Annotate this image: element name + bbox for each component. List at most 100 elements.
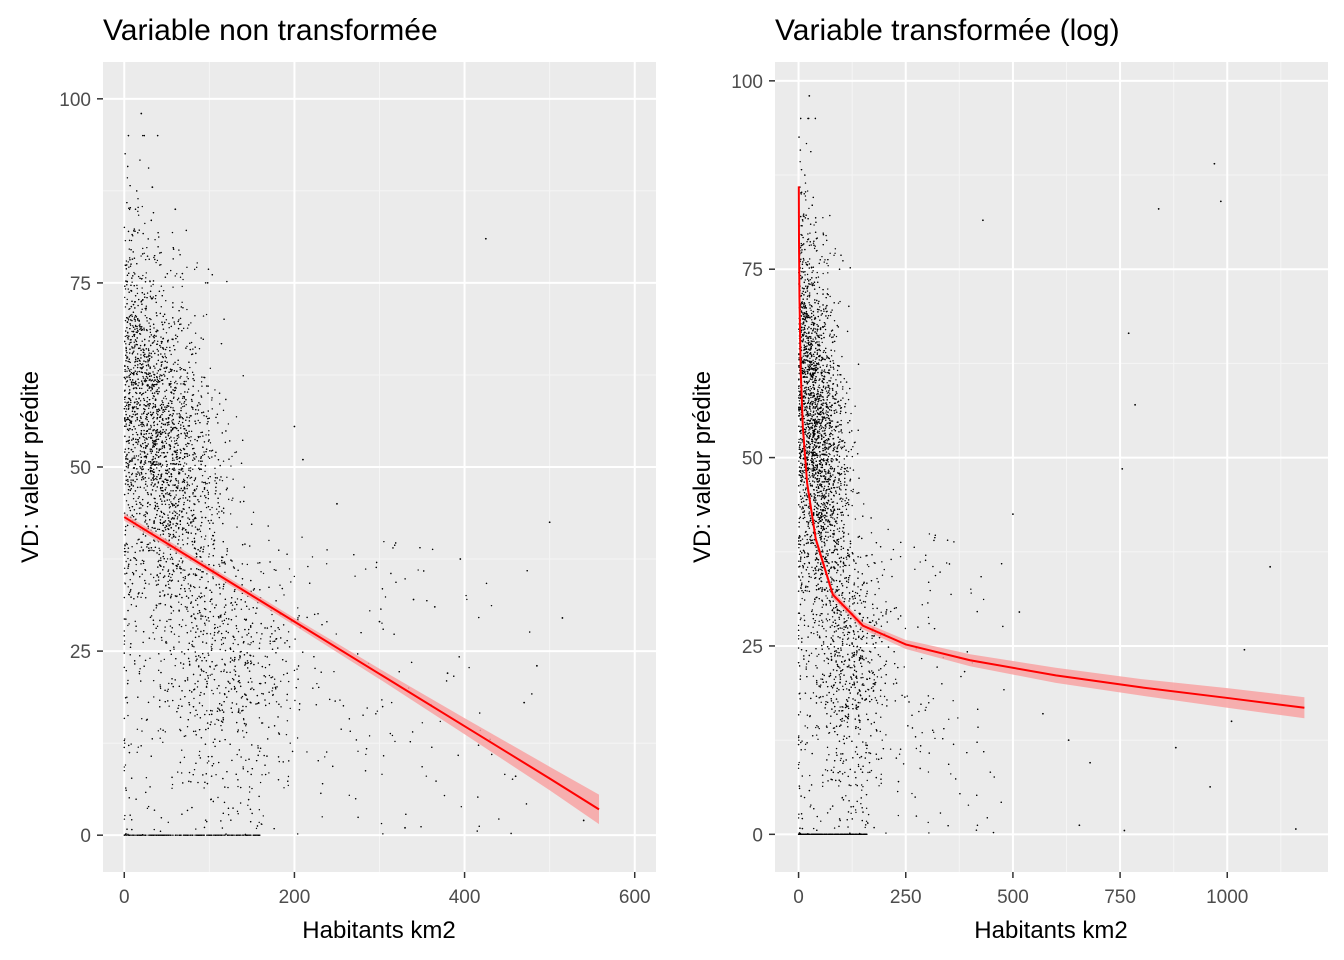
scatter-point [168, 410, 170, 413]
scatter-point [171, 517, 174, 519]
scatter-point [348, 794, 351, 797]
scatter-point [240, 608, 243, 611]
scatter-point [186, 809, 189, 812]
scatter-point [165, 585, 167, 587]
scatter-point [157, 350, 160, 352]
scatter-point [191, 640, 194, 642]
scatter-point [173, 504, 176, 506]
scatter-point [143, 587, 146, 589]
scatter-point [143, 354, 145, 357]
scatter-point [170, 269, 172, 272]
scatter-point [141, 371, 144, 374]
scatter-point [125, 833, 127, 835]
scatter-point [277, 627, 279, 629]
scatter-point [128, 461, 131, 463]
scatter-point [186, 606, 188, 609]
scatter-point [139, 465, 141, 468]
scatter-point [175, 439, 178, 442]
scatter-point [178, 610, 180, 612]
scatter-point [148, 550, 150, 552]
scatter-point [171, 402, 173, 405]
scatter-point [133, 457, 135, 459]
scatter-point [131, 330, 133, 333]
scatter-point [162, 512, 165, 515]
scatter-point [321, 624, 323, 626]
scatter-point [131, 457, 133, 459]
scatter-point [156, 486, 158, 488]
scatter-point [478, 616, 480, 619]
scatter-point [223, 613, 226, 615]
scatter-point [151, 392, 154, 395]
scatter-point [146, 255, 149, 257]
scatter-point [364, 568, 367, 570]
scatter-point [234, 656, 236, 659]
scatter-point [124, 285, 126, 287]
scatter-point [195, 655, 197, 658]
scatter-point [159, 378, 161, 380]
scatter-point [127, 360, 129, 363]
scatter-point [135, 475, 137, 478]
scatter-point [143, 399, 146, 402]
scatter-point [159, 684, 161, 686]
scatter-point [193, 540, 196, 542]
scatter-point [150, 432, 153, 435]
scatter-point [203, 451, 205, 453]
scatter-point [159, 433, 162, 435]
scatter-point [194, 526, 197, 528]
scatter-point [140, 380, 143, 382]
scatter-point [193, 457, 195, 459]
scatter-point [382, 628, 384, 630]
scatter-point [200, 431, 202, 434]
scatter-point [142, 631, 145, 633]
scatter-point [163, 658, 166, 661]
scatter-point [181, 705, 183, 707]
scatter-point [126, 284, 128, 286]
scatter-point [144, 579, 146, 582]
scatter-point [184, 462, 186, 464]
scatter-point [215, 584, 217, 586]
scatter-point [125, 456, 127, 458]
scatter-point [148, 436, 150, 439]
scatter-point [204, 535, 207, 537]
scatter-point [271, 633, 273, 635]
scatter-point [192, 773, 194, 776]
scatter-point [161, 530, 164, 532]
scatter-point [188, 436, 190, 439]
scatter-point [150, 390, 152, 392]
scatter-point [187, 532, 190, 534]
scatter-point [185, 452, 187, 455]
scatter-point [128, 485, 131, 488]
scatter-point [181, 749, 183, 751]
scatter-point [200, 463, 202, 466]
scatter-point [279, 584, 281, 586]
scatter-point [181, 651, 183, 653]
scatter-point [246, 698, 249, 701]
scatter-point [220, 342, 223, 345]
scatter-point [131, 460, 133, 462]
scatter-point [182, 667, 184, 669]
scatter-point [143, 408, 145, 410]
scatter-point [366, 707, 368, 709]
scatter-point [161, 447, 163, 449]
scatter-point [242, 705, 244, 708]
scatter-point [127, 624, 129, 627]
scatter-point [157, 473, 160, 476]
scatter-point [137, 330, 139, 332]
scatter-point [128, 442, 130, 444]
scatter-point [204, 502, 207, 504]
scatter-point [146, 413, 148, 416]
scatter-point [140, 541, 142, 544]
scatter-point [368, 735, 371, 737]
scatter-point [125, 413, 127, 416]
scatter-point [274, 630, 276, 632]
scatter-point [197, 409, 200, 411]
scatter-point [228, 498, 230, 501]
scatter-point [148, 428, 150, 430]
scatter-point [158, 462, 160, 464]
scatter-point [273, 683, 276, 685]
scatter-point [140, 421, 142, 424]
scatter-point [207, 677, 210, 679]
scatter-point [195, 762, 197, 764]
scatter-point [153, 327, 155, 329]
scatter-point [181, 619, 184, 621]
